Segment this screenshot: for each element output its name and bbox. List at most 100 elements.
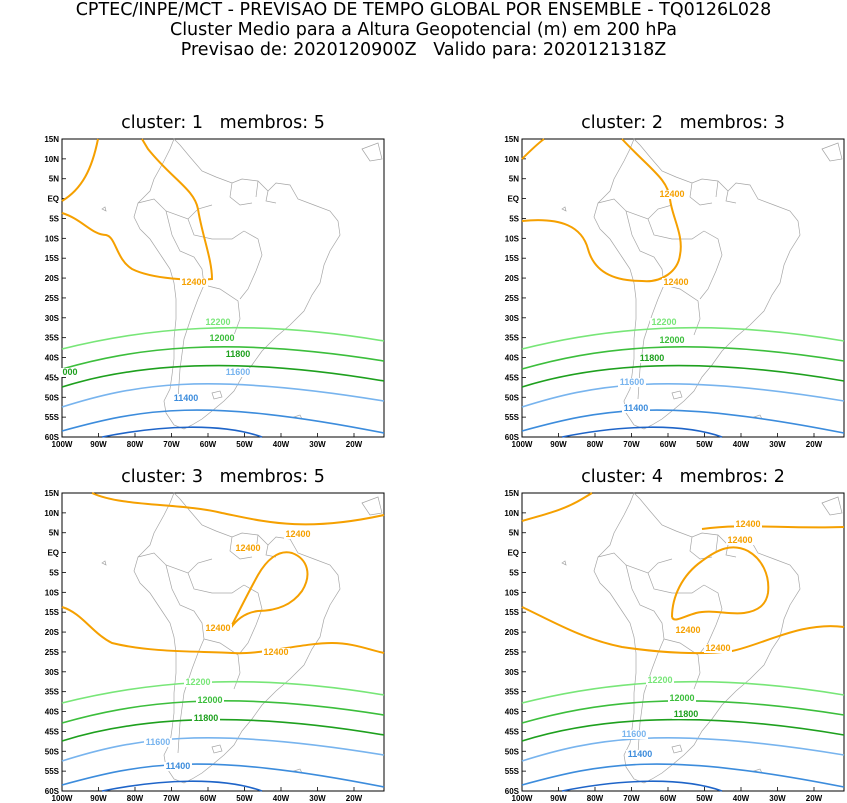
contour-label: 12400 — [285, 529, 310, 539]
contour-label-bg — [234, 544, 262, 553]
country-border — [239, 584, 263, 654]
lon-tick-label: 90W — [90, 794, 107, 803]
lat-tick-label: 40S — [45, 708, 60, 717]
lat-tick-label: 5N — [49, 529, 59, 538]
contour-12400 — [229, 551, 309, 630]
contour-label: 12000 — [209, 333, 234, 343]
lat-tick-label: 55S — [45, 413, 60, 422]
contour-12200 — [521, 326, 845, 350]
lat-tick-label: 15N — [44, 135, 59, 144]
lat-tick-label: 25S — [45, 648, 60, 657]
lon-tick-label: 30W — [769, 440, 786, 449]
lat-tick-label: 45S — [505, 727, 520, 736]
lat-tick-label: 20S — [45, 628, 60, 637]
panel-4-title: cluster: 4 membros: 2 — [581, 467, 785, 487]
contour-12400 — [521, 606, 845, 655]
falklands-outline — [211, 744, 223, 754]
contour-label-bg — [734, 520, 762, 529]
contour-label-bg — [620, 730, 648, 739]
contour-12400 — [61, 138, 99, 202]
contour-label-bg — [204, 318, 232, 327]
africa-outline — [821, 142, 843, 162]
contour-12400 — [61, 606, 385, 655]
lat-tick-label: 10S — [45, 234, 60, 243]
contour-label-bg — [56, 368, 84, 377]
map-frame — [521, 492, 845, 792]
contour-11200 — [561, 426, 723, 438]
lat-tick-label: 25S — [505, 648, 520, 657]
lon-tick-label: 20W — [806, 794, 823, 803]
south-america-coastline — [133, 138, 341, 430]
lat-tick-label: 20S — [505, 274, 520, 283]
lon-tick-label: 30W — [769, 794, 786, 803]
contour-label-bg — [672, 710, 700, 719]
lat-tick-label: 45S — [505, 373, 520, 382]
contour-label-bg — [674, 626, 702, 635]
island-outline — [561, 560, 567, 566]
contour-label: 11800 — [226, 349, 251, 359]
lon-tick-label: 40W — [273, 794, 290, 803]
lat-tick-label: 30S — [45, 314, 60, 323]
country-border — [715, 534, 719, 552]
contour-label-bg — [638, 354, 666, 363]
contour-label-bg — [184, 678, 212, 687]
lat-tick-label: 50S — [45, 393, 60, 402]
lat-tick-label: 15S — [505, 608, 520, 617]
lat-tick-label: 60S — [505, 787, 520, 796]
contour-label: 12400 — [235, 543, 260, 553]
contour-label-bg — [650, 318, 678, 327]
contour-label-bg — [618, 378, 646, 387]
contour-11200 — [101, 780, 263, 792]
contour-label: 11600 — [620, 377, 645, 387]
lat-tick-label: 10S — [505, 234, 520, 243]
lat-tick-label: 10N — [44, 155, 59, 164]
panel-1-title: cluster: 1 membros: 5 — [121, 113, 325, 133]
country-border — [255, 180, 259, 198]
country-border — [597, 552, 673, 574]
country-border — [229, 182, 253, 206]
contour-12000 — [61, 346, 385, 370]
contour-label: 11400 — [174, 393, 199, 403]
lat-tick-label: 15S — [45, 254, 60, 263]
lon-tick-label: 70W — [163, 440, 180, 449]
contour-12400 — [701, 525, 845, 530]
contour-label: 12400 — [727, 535, 752, 545]
lat-tick-label: 15N — [44, 489, 59, 498]
lon-tick-label: 60W — [660, 440, 677, 449]
lon-tick-label: 50W — [236, 794, 253, 803]
contour-12200 — [61, 326, 385, 350]
lat-tick-label: 60S — [505, 433, 520, 442]
lat-tick-label: 50S — [505, 393, 520, 402]
contour-11800 — [61, 364, 385, 388]
contour-label: 12400 — [263, 647, 288, 657]
contour-label-bg — [704, 644, 732, 653]
lat-tick-label: 20S — [45, 274, 60, 283]
panel-3-title: cluster: 3 membros: 5 — [121, 467, 325, 487]
lon-tick-label: 70W — [623, 440, 640, 449]
lat-tick-label: 50S — [505, 747, 520, 756]
contour-label: 12400 — [659, 189, 684, 199]
contour-11600 — [61, 737, 385, 762]
contour-11800 — [521, 718, 845, 742]
lat-tick-label: 35S — [45, 688, 60, 697]
lon-tick-label: 90W — [550, 794, 567, 803]
lon-tick-label: 100W — [512, 440, 533, 449]
contour-label-bg — [622, 404, 650, 413]
contour-11600 — [61, 383, 385, 408]
lat-tick-label: EQ — [47, 549, 59, 558]
contour-label: 11800 — [674, 709, 699, 719]
contour-label-bg — [204, 624, 232, 633]
contour-label: 11800 — [640, 353, 665, 363]
country-border — [699, 230, 723, 300]
contour-label-bg — [668, 694, 696, 703]
lon-tick-label: 100W — [52, 794, 73, 803]
lat-tick-label: 5S — [509, 568, 519, 577]
lat-tick-label: 45S — [45, 373, 60, 382]
contour-12000 — [521, 700, 845, 724]
lat-tick-label: 5S — [509, 214, 519, 223]
contour-12400 — [521, 492, 593, 522]
lat-tick-label: 55S — [505, 413, 520, 422]
contour-label-bg — [144, 738, 172, 747]
lat-tick-label: EQ — [507, 195, 519, 204]
contour-label-bg — [262, 648, 290, 657]
